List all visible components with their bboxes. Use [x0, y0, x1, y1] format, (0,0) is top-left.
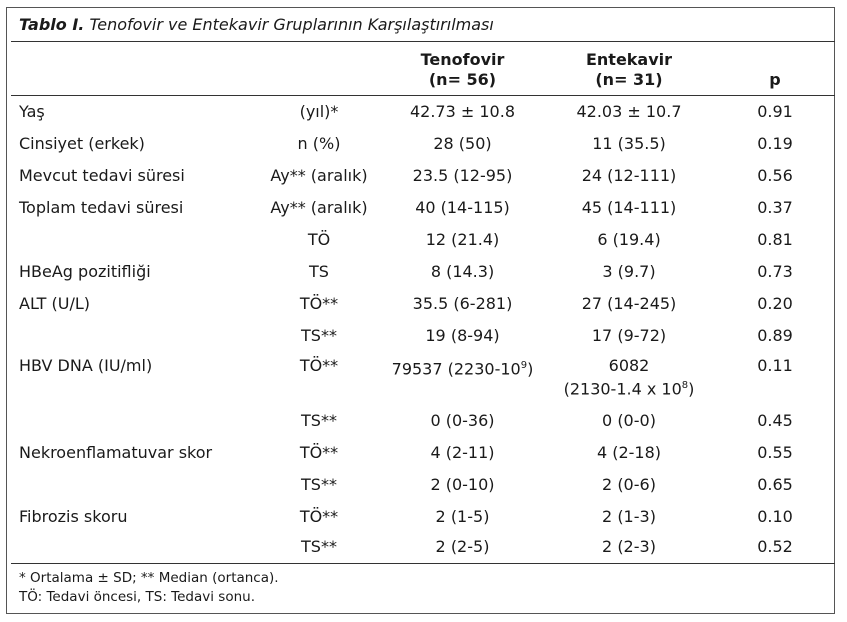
tenofovir-value: 42.73 ± 10.8	[409, 102, 515, 121]
row-label: Cinsiyet (erkek)	[19, 134, 145, 153]
entekavir-value: 11 (35.5)	[592, 134, 666, 153]
p-value: 0.55	[757, 443, 793, 462]
table-frame	[6, 7, 835, 614]
row-unit: TÖ**	[299, 507, 339, 526]
entekavir-value: 2 (2-3)	[602, 537, 656, 556]
row-unit: TS	[309, 262, 329, 281]
entekavir-value: 45 (14-111)	[581, 198, 677, 217]
entekavir-value: 3 (9.7)	[602, 262, 656, 281]
entekavir-value-line1: 6082	[608, 356, 650, 375]
row-label: Yaş	[19, 102, 45, 121]
row-unit: Ay** (aralık)	[270, 166, 368, 185]
entekavir-value-tail: )	[688, 379, 695, 399]
tenofovir-value: 35.5 (6-281)	[412, 294, 513, 313]
p-value: 0.81	[757, 230, 793, 249]
p-value: 0.11	[757, 356, 793, 375]
row-label: Toplam tedavi süresi	[19, 198, 184, 217]
row-label: Mevcut tedavi süresi	[19, 166, 185, 185]
row-label: ALT (U/L)	[19, 294, 91, 313]
header-tenofovir-name: Tenofovir	[420, 50, 505, 69]
caption-rule	[11, 41, 835, 42]
header-entekavir: Entekavir (n= 31)	[545, 50, 713, 90]
tenofovir-value: 23.5 (12-95)	[412, 166, 513, 185]
p-value: 0.65	[757, 475, 793, 494]
tenofovir-value: 8 (14.3)	[430, 262, 495, 281]
footer-rule	[11, 563, 835, 564]
tenofovir-value: 2 (2-5)	[435, 537, 490, 556]
row-label: HBeAg pozitifliği	[19, 262, 151, 281]
header-tenofovir: Tenofovir (n= 56)	[370, 50, 555, 90]
caption-label: Tablo I.	[19, 15, 85, 34]
tenofovir-value: 19 (8-94)	[425, 326, 500, 345]
p-value: 0.52	[757, 537, 793, 556]
row-unit: TÖ**	[299, 356, 339, 375]
tenofovir-value: 2 (0-10)	[430, 475, 495, 494]
entekavir-value-exp: 8	[681, 380, 689, 391]
entekavir-value: 2 (0-6)	[602, 475, 656, 494]
tenofovir-value: 12 (21.4)	[425, 230, 500, 249]
row-unit: TÖ**	[299, 443, 339, 462]
row-label: Nekroenflamatuvar skor	[19, 443, 213, 462]
p-value: 0.91	[757, 102, 793, 121]
tenofovir-value: 0 (0-36)	[430, 411, 495, 430]
p-value: 0.10	[757, 507, 793, 526]
tenofovir-value: 2 (1-5)	[435, 507, 490, 526]
table-caption: Tablo I. Tenofovir ve Entekavir Grupları…	[19, 15, 494, 34]
p-value: 0.37	[757, 198, 793, 217]
row-label: Fibrozis skoru	[19, 507, 128, 526]
p-value: 0.73	[757, 262, 793, 281]
tenofovir-value-tail: )	[527, 359, 534, 379]
header-tenofovir-n: (n= 56)	[428, 70, 497, 89]
row-unit: TS**	[301, 411, 337, 430]
p-value: 0.20	[757, 294, 793, 313]
row-label: HBV DNA (IU/ml)	[19, 356, 153, 375]
footnote-2: TÖ: Tedavi öncesi, TS: Tedavi sonu.	[19, 589, 255, 605]
tenofovir-value-base: 79537 (2230-10	[391, 359, 521, 379]
entekavir-value: 42.03 ± 10.7	[576, 102, 682, 121]
entekavir-value: 24 (12-111)	[581, 166, 677, 185]
entekavir-value: 4 (2-18)	[596, 443, 662, 462]
tenofovir-value: 40 (14-115)	[415, 198, 510, 217]
row-unit: TS**	[301, 537, 337, 556]
tenofovir-value-exp: 9	[520, 360, 528, 371]
caption-text: Tenofovir ve Entekavir Gruplarının Karşı…	[89, 15, 494, 34]
header-rule	[11, 95, 835, 96]
entekavir-value-line2: (2130-1.4 x 108)	[545, 376, 713, 399]
row-unit: TÖ	[307, 230, 331, 249]
header-entekavir-name: Entekavir	[585, 50, 673, 69]
entekavir-value: 6 (19.4)	[597, 230, 661, 249]
entekavir-value: 2 (1-3)	[602, 507, 656, 526]
entekavir-value-base: (2130-1.4 x 10	[563, 379, 682, 399]
tenofovir-value: 79537 (2230-109)	[370, 356, 555, 379]
row-unit: (yıl)*	[299, 102, 339, 121]
p-value: 0.45	[757, 411, 793, 430]
entekavir-value: 17 (9-72)	[591, 326, 667, 345]
row-unit: Ay** (aralık)	[270, 198, 368, 217]
header-p: p	[769, 70, 781, 89]
row-unit: TÖ**	[299, 294, 339, 313]
header-entekavir-n: (n= 31)	[595, 70, 663, 89]
row-unit: TS**	[301, 475, 337, 494]
row-unit: n (%)	[297, 134, 341, 153]
p-value: 0.89	[757, 326, 793, 345]
p-value: 0.19	[757, 134, 793, 153]
p-value: 0.56	[757, 166, 793, 185]
row-unit: TS**	[301, 326, 337, 345]
tenofovir-value: 28 (50)	[433, 134, 492, 153]
tenofovir-value: 4 (2-11)	[430, 443, 495, 462]
entekavir-value: 27 (14-245)	[581, 294, 677, 313]
entekavir-value: 0 (0-0)	[602, 411, 656, 430]
footnote-1: * Ortalama ± SD; ** Median (ortanca).	[19, 570, 279, 586]
